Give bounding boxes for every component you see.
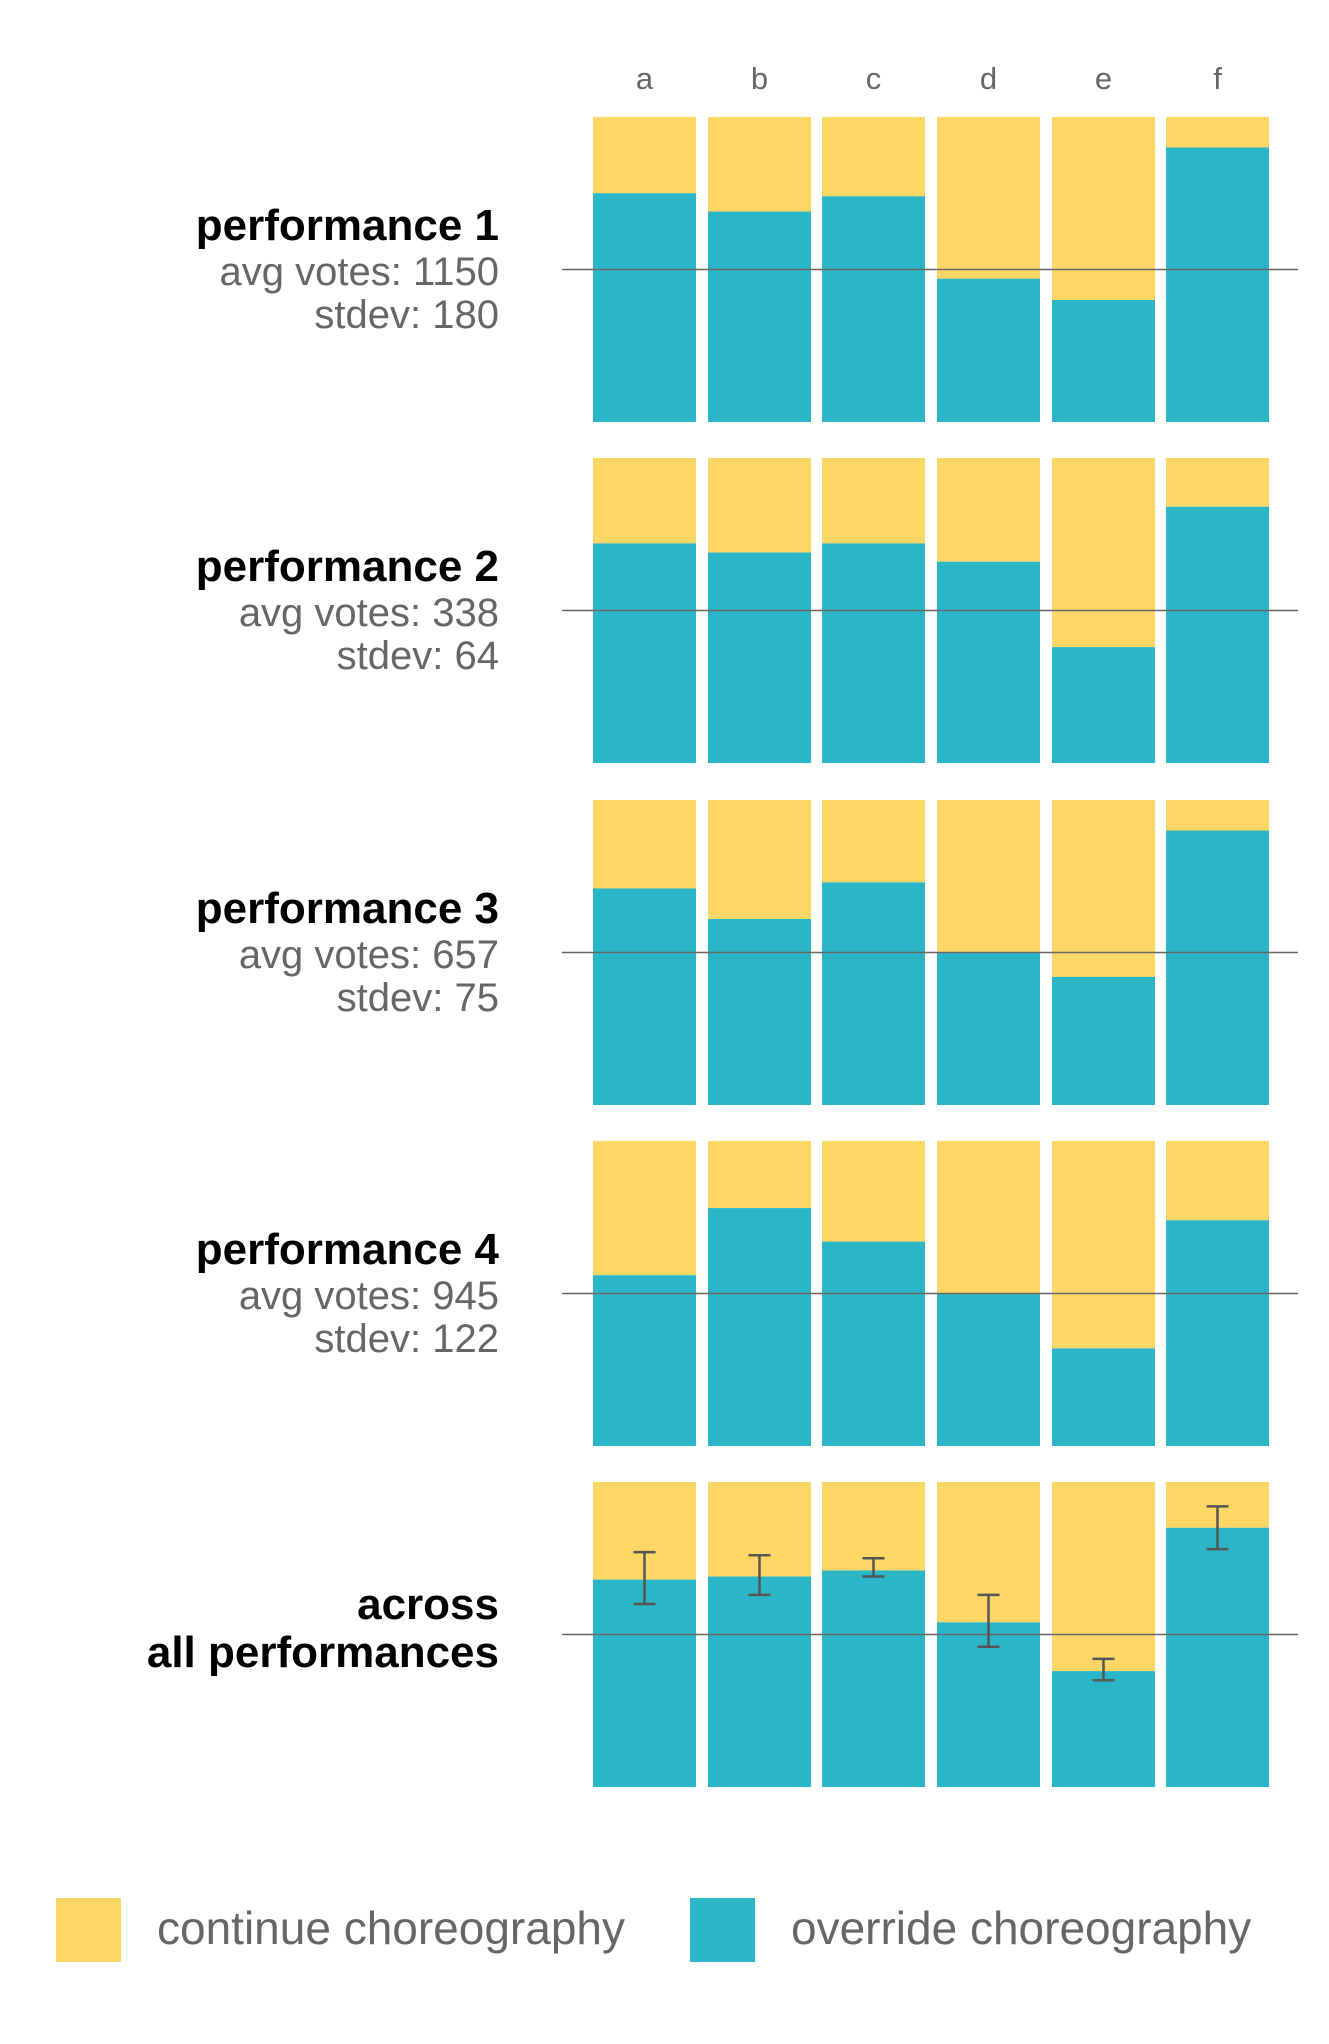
stdev-label: stdev: 122 [314,1317,499,1361]
category-label-d: d [980,61,997,96]
bar-override-e [1052,1348,1155,1446]
category-label-e: e [1095,61,1112,96]
bar-continue-c [822,800,925,883]
bar-override-c [822,1241,925,1446]
bar-override-e [1052,1671,1155,1787]
bar-continue-a [593,800,696,889]
bar-continue-c [822,458,925,544]
bar-continue-e [1052,1141,1155,1349]
bar-override-c [822,1570,925,1787]
bar-continue-c [822,117,925,197]
bar-override-d [937,278,1040,422]
panel-title-line-2: all performances [147,1628,499,1677]
bar-override-f [1166,1527,1269,1787]
avg-votes-label: avg votes: 657 [239,933,499,977]
error-bar-d [977,1593,1000,1648]
bar-continue-a [593,117,696,194]
avg-votes-label: avg votes: 338 [239,591,499,635]
bar-override-d [937,1622,1040,1787]
stdev-label: stdev: 75 [337,976,499,1020]
bar-override-f [1166,147,1269,422]
bar-override-d [937,1293,1040,1446]
panel-title-line-1: across [357,1580,499,1629]
bar-override-e [1052,647,1155,763]
bar-continue-b [708,1141,811,1209]
bar-override-b [708,918,811,1105]
bar-continue-e [1052,1482,1155,1672]
category-label-c: c [866,61,882,96]
bar-continue-f [1166,458,1269,507]
bar-continue-d [937,458,1040,562]
bar-continue-a [593,1141,696,1276]
bar-override-e [1052,976,1155,1105]
category-labels: a b c d e f [636,61,1222,96]
bar-override-d [937,952,1040,1105]
legend-label-1: continue choreography [157,1902,625,1954]
bar-override-a [593,888,696,1105]
legend-swatch-2 [690,1898,755,1962]
bar-continue-b [708,458,811,553]
panel-title: performance 2 [196,542,499,591]
bar-override-d [937,561,1040,763]
bar-continue-f [1166,800,1269,831]
bar-continue-c [822,1482,925,1571]
bar-override-a [593,193,696,422]
stdev-label: stdev: 64 [337,634,499,678]
bar-override-c [822,882,925,1105]
avg-votes-label: avg votes: 945 [239,1274,499,1318]
legend-label-2: override choreography [791,1902,1251,1954]
bar-continue-d [937,800,1040,953]
error-bar-e [1092,1657,1115,1682]
bar-override-f [1166,1220,1269,1446]
error-bar-c [862,1557,885,1578]
bar-continue-e [1052,800,1155,977]
bar-continue-b [708,800,811,919]
error-bar-b [748,1553,771,1597]
bar-continue-e [1052,458,1155,648]
panel-title: performance 4 [196,1225,500,1274]
stdev-label: stdev: 180 [314,293,499,337]
category-label-f: f [1213,61,1222,96]
bar-continue-b [708,117,811,212]
legend-swatch-1 [56,1898,121,1962]
bar-override-a [593,1579,696,1787]
error-bar-f [1206,1505,1229,1551]
bar-override-a [593,543,696,763]
avg-votes-label: avg votes: 1150 [220,250,499,294]
bar-continue-c [822,1141,925,1242]
category-label-a: a [636,61,654,96]
error-bar-a [633,1550,656,1606]
legend: continue choreography override choreograp… [56,1898,1251,1962]
bar-override-b [708,552,811,763]
bar-override-f [1166,506,1269,763]
bar-override-c [822,196,925,422]
bar-override-e [1052,300,1155,422]
bar-override-b [708,1576,811,1787]
bar-override-a [593,1275,696,1446]
bar-continue-f [1166,1141,1269,1221]
bar-override-f [1166,830,1269,1105]
bar-continue-e [1052,117,1155,300]
bar-continue-d [937,117,1040,279]
bar-override-b [708,1208,811,1446]
category-label-b: b [751,61,768,96]
bar-continue-d [937,1141,1040,1294]
bar-continue-f [1166,117,1269,148]
panel-title: performance 3 [196,884,499,933]
bar-override-c [822,543,925,763]
bar-continue-a [593,458,696,544]
panel-title: performance 1 [196,201,499,250]
bar-override-b [708,211,811,422]
